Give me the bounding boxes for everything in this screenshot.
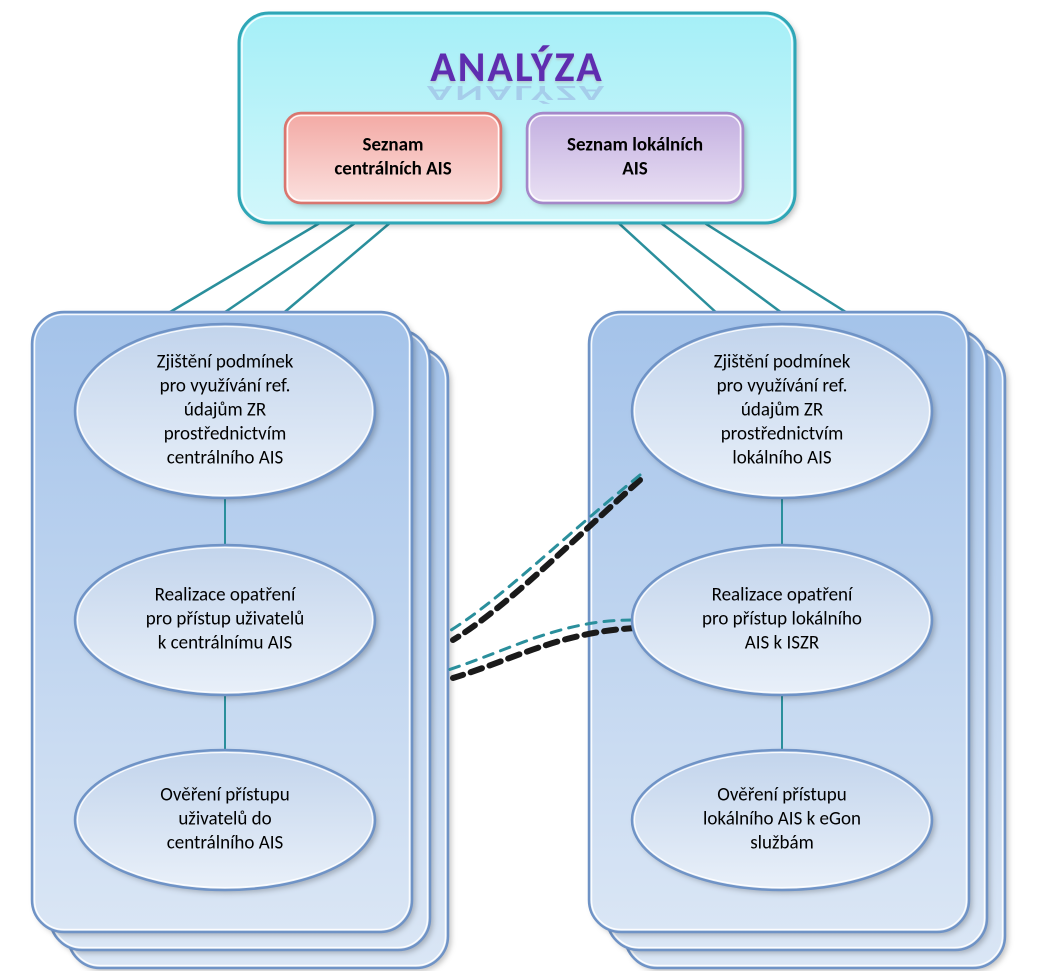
left-ellipse-2: Realizace opatřenípro přístup uživatelůk… [75, 545, 375, 695]
ellipse-label: prostřednictvím [721, 423, 844, 446]
ellipse-label: Zjištění podmínek [157, 351, 294, 374]
local-ais-chip-label-2: AIS [622, 158, 648, 181]
local-ais-chip-label-1: Seznam lokálních [567, 134, 703, 157]
central-ais-chip-label-1: Seznam [363, 134, 424, 157]
ellipse-label: údajům ZR [184, 399, 267, 422]
ellipse-label: Realizace opatření [155, 584, 297, 607]
right-ellipse-2: Realizace opatřenípro přístup lokálníhoA… [632, 545, 932, 695]
ellipse-label: lokálního AIS k eGon [703, 808, 861, 831]
ellipse-label: pro využívání ref. [717, 375, 848, 398]
left-ellipse-3: Ověření přístupuuživatelů docentrálního … [75, 750, 375, 890]
ellipse-label: pro přístup uživatelů [146, 608, 304, 631]
ellipse-label: Realizace opatření [712, 584, 854, 607]
ellipse-label: Zjištění podmínek [714, 351, 851, 374]
ellipse-label: službám [750, 832, 814, 855]
right-ellipse-1: Zjištění podmínekpro využívání ref.údajů… [632, 324, 932, 498]
ellipse-label: pro přístup lokálního [702, 608, 862, 631]
ellipse-label: uživatelů do [178, 808, 271, 831]
ellipse-label: Ověření přístupu [160, 784, 289, 807]
ellipse-label: lokálního AIS [732, 447, 832, 470]
ellipse-label: Ověření přístupu [717, 784, 846, 807]
analysis-title-reflection: ANALÝZA [427, 80, 607, 106]
ellipse-label: údajům ZR [741, 399, 824, 422]
ellipse-label: AIS k ISZR [745, 632, 820, 655]
ellipse-label: k centrálnímu AIS [158, 632, 293, 655]
local-ais-chip: Seznam lokálníchAIS [527, 113, 743, 203]
diagram-canvas: Zjištění podmínekpro využívání ref.údajů… [0, 0, 1039, 971]
process-ellipses: Zjištění podmínekpro využívání ref.údajů… [75, 324, 932, 890]
right-ellipse-3: Ověření přístupulokálního AIS k eGonsluž… [632, 750, 932, 890]
ellipse-label: prostřednictvím [164, 423, 287, 446]
ellipse-label: pro využívání ref. [160, 375, 291, 398]
central-ais-chip: Seznamcentrálních AIS [285, 113, 501, 203]
ellipse-label: centrálního AIS [167, 447, 284, 470]
left-ellipse-1: Zjištění podmínekpro využívání ref.údajů… [75, 324, 375, 498]
ellipse-label: centrálního AIS [167, 832, 284, 855]
central-ais-chip-label-2: centrálních AIS [334, 158, 451, 181]
top-analysis-panel: ANALÝZAANALÝZASeznamcentrálních AISSezna… [239, 13, 795, 223]
